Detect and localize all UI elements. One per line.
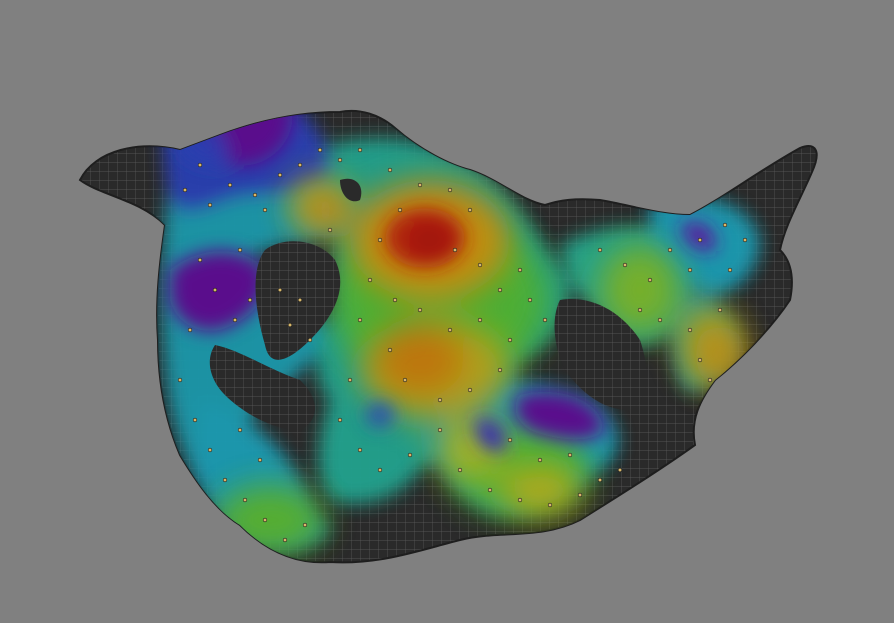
unmapped-regions (209, 178, 647, 430)
activation-color-map (150, 110, 760, 555)
sample-points (177, 147, 748, 543)
